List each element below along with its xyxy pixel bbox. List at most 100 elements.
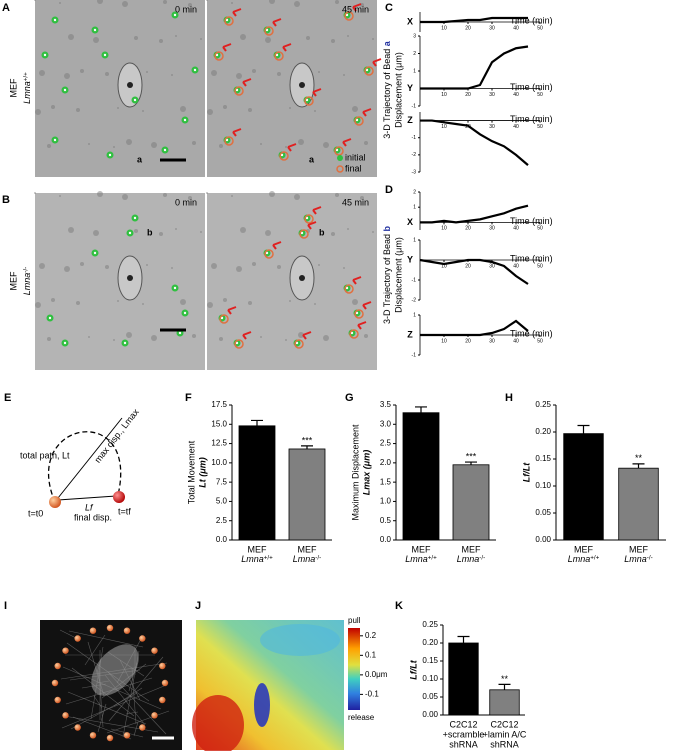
bead (123, 732, 131, 739)
y-tick-label: 0.10 (535, 481, 551, 490)
debris (163, 0, 167, 4)
debris (372, 38, 374, 40)
x-tick-label: 40 (513, 25, 519, 31)
bead-center (305, 98, 309, 102)
y-tick-label: 0.00 (535, 535, 551, 544)
debris (298, 139, 304, 145)
debris (64, 73, 70, 79)
arrow (372, 58, 382, 67)
debris (192, 141, 196, 145)
arrow (362, 301, 372, 310)
y-axis-label: Lf/Lt (408, 659, 418, 679)
debris (117, 107, 119, 109)
error-bar (301, 445, 313, 449)
bead-center (128, 231, 132, 235)
colorbar-label: 0.2 (365, 631, 377, 640)
trajectory-ylabel: Displacement (μm) (393, 52, 403, 128)
bead-label: b (319, 227, 325, 237)
bead-final (354, 116, 364, 126)
debris (88, 143, 90, 145)
bead (159, 662, 166, 670)
bead: b (382, 225, 392, 231)
cell-label: MEF (8, 271, 18, 291)
debris (352, 299, 358, 305)
debris (248, 108, 252, 112)
category-label: Lmna-/- (457, 554, 485, 564)
y-tick-label: -1 (412, 135, 417, 141)
debris (171, 74, 173, 76)
fiber (70, 692, 138, 730)
debris (39, 70, 45, 76)
debris (206, 0, 208, 1)
y-tick-label: 2.5 (216, 516, 228, 525)
debris (97, 191, 103, 197)
y-tick-label: 17.5 (211, 400, 227, 409)
bead (74, 724, 81, 731)
x-tick-label: 20 (465, 92, 471, 98)
debris (277, 265, 281, 269)
x-axis-label: Time (min) (510, 114, 553, 124)
y-tick-label: -2 (412, 297, 417, 303)
debris (323, 335, 329, 341)
colorbar-bottom: release (348, 713, 375, 722)
panel-label: B (2, 194, 10, 206)
x-tick-label: 30 (489, 226, 495, 232)
y-tick-label: 5.0 (216, 497, 228, 506)
bead-center (63, 88, 67, 92)
debris (260, 336, 262, 338)
y-tick-label: 0.20 (535, 427, 551, 436)
debris (285, 339, 287, 341)
significance: ** (635, 453, 643, 463)
error-bar (251, 419, 263, 426)
debris (151, 142, 157, 148)
x-tick-label: 30 (489, 338, 495, 344)
bead-center (345, 13, 349, 17)
arrow (287, 143, 297, 152)
x-tick-label: 20 (465, 226, 471, 232)
debris (269, 191, 275, 197)
bead (62, 647, 69, 654)
debris (142, 110, 144, 112)
y-axis-label: Total Movement (186, 440, 196, 504)
debris (360, 3, 364, 7)
max-disp (57, 417, 123, 499)
x-tick-label: 40 (513, 92, 519, 98)
debris (113, 339, 115, 341)
significance: *** (466, 451, 477, 461)
panel-label: C (385, 2, 393, 14)
fiber (93, 695, 103, 709)
category-label: shRNA (490, 739, 519, 749)
bead-label: b (147, 227, 153, 237)
debris (347, 228, 349, 230)
error-bar (632, 463, 645, 469)
bar (563, 433, 604, 541)
debris (298, 332, 304, 338)
y-tick-label: 0.15 (535, 454, 551, 463)
category-label: C2C12 (490, 719, 518, 729)
x-tick-label: 40 (513, 338, 519, 344)
y-tick-label: 1.0 (380, 497, 392, 506)
debris (206, 192, 208, 194)
bead-center (108, 153, 112, 157)
debris (314, 110, 316, 112)
y-tick-label: -1 (412, 352, 417, 358)
cold-region (254, 683, 270, 727)
debris (289, 107, 291, 109)
y-tick-label: 15.0 (211, 419, 227, 428)
debris (372, 231, 374, 233)
y-tick-label: 1 (413, 237, 416, 243)
debris (47, 144, 51, 148)
bead (89, 627, 97, 634)
bead-center (193, 68, 197, 72)
bead-center (295, 341, 299, 345)
time-label: 0 min (175, 4, 197, 14)
bead-center (103, 53, 107, 57)
title: 3-D Trajectory of Bead (382, 49, 392, 139)
diagram-label: max disp., Lmax (93, 407, 142, 465)
debris (34, 0, 36, 1)
debris (207, 109, 213, 115)
bead-final (274, 51, 284, 61)
x-tick-label: 10 (441, 25, 447, 31)
debris (59, 195, 61, 197)
bead-center (265, 251, 269, 255)
